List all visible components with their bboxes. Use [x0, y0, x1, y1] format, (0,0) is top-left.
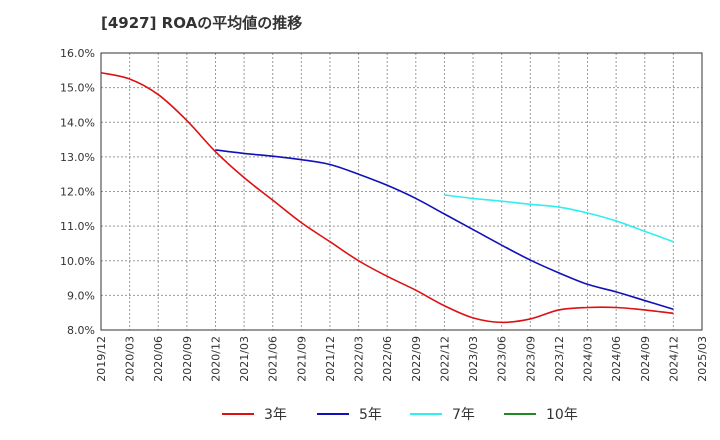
x-tick-label: 2024/03 — [582, 336, 595, 382]
data-point — [615, 306, 618, 309]
y-tick-label: 15.0% — [60, 82, 95, 95]
plot-frame — [100, 52, 703, 331]
legend-label: 7年 — [452, 407, 475, 423]
x-tick-label: 2021/09 — [295, 336, 308, 382]
x-tick-label: 2023/06 — [496, 336, 509, 382]
x-tick-label: 2021/06 — [267, 336, 280, 382]
y-tick-label: 9.0% — [67, 289, 95, 302]
data-point — [672, 312, 675, 315]
data-point — [100, 71, 103, 74]
data-point — [414, 289, 417, 292]
data-point — [472, 316, 475, 319]
data-point — [557, 271, 560, 274]
legend-label: 3年 — [264, 407, 287, 423]
data-point — [443, 213, 446, 216]
data-point — [243, 176, 246, 179]
x-tick-label: 2020/09 — [181, 336, 194, 382]
data-point — [557, 206, 560, 209]
legend-label: 5年 — [359, 407, 382, 423]
x-tick-label: 2022/06 — [381, 336, 394, 382]
x-tick-label: 2023/03 — [467, 336, 480, 382]
data-point — [615, 290, 618, 293]
data-point — [328, 240, 331, 243]
x-tick-label: 2020/03 — [124, 336, 137, 382]
data-point — [643, 299, 646, 302]
data-point — [443, 193, 446, 196]
data-point — [243, 152, 246, 155]
x-tick-label: 2020/06 — [152, 336, 165, 382]
data-point — [500, 200, 503, 203]
x-tick-label: 2024/09 — [639, 336, 652, 382]
series-line-3 — [444, 194, 674, 243]
x-tick-label: 2023/09 — [524, 336, 537, 382]
data-point — [529, 259, 532, 262]
data-point — [672, 240, 675, 243]
x-tick-label: 2022/12 — [438, 336, 451, 382]
data-point — [443, 304, 446, 307]
series-line-2 — [215, 149, 674, 310]
x-tick-label: 2022/03 — [353, 336, 366, 382]
data-point — [300, 221, 303, 224]
data-point — [500, 244, 503, 247]
data-point — [414, 197, 417, 200]
data-point — [586, 211, 589, 214]
y-tick-label: 10.0% — [60, 255, 95, 268]
data-point — [586, 283, 589, 286]
x-tick-label: 2021/12 — [324, 336, 337, 382]
data-point — [557, 308, 560, 311]
data-point — [500, 321, 503, 324]
y-tick-label: 12.0% — [60, 186, 95, 199]
data-point — [357, 173, 360, 176]
y-tick-label: 8.0% — [67, 324, 95, 337]
data-point — [672, 308, 675, 311]
data-point — [386, 275, 389, 278]
data-point — [529, 203, 532, 206]
legend-label: 10年 — [546, 407, 578, 423]
y-tick-label: 16.0% — [60, 47, 95, 60]
data-point — [586, 306, 589, 309]
data-point — [472, 228, 475, 231]
data-point — [185, 119, 188, 122]
data-point — [529, 317, 532, 320]
x-tick-label: 2025/03 — [696, 336, 709, 382]
data-point — [214, 148, 217, 151]
data-point — [615, 219, 618, 222]
data-point — [271, 155, 274, 158]
x-tick-label: 2024/12 — [667, 336, 680, 382]
y-tick-label: 14.0% — [60, 116, 95, 129]
x-tick-label: 2022/09 — [410, 336, 423, 382]
data-point — [157, 93, 160, 96]
data-point — [271, 199, 274, 202]
y-tick-label: 11.0% — [60, 220, 95, 233]
data-point — [472, 197, 475, 200]
data-point — [643, 308, 646, 311]
data-point — [300, 158, 303, 161]
x-tick-label: 2023/12 — [553, 336, 566, 382]
chart-title: [4927] ROAの平均値の推移 — [101, 14, 303, 32]
data-point — [328, 163, 331, 166]
x-tick-label: 2020/12 — [209, 336, 222, 382]
data-point — [128, 77, 131, 80]
series-line-1 — [100, 71, 674, 324]
x-tick-label: 2019/12 — [95, 336, 108, 382]
data-point — [643, 230, 646, 233]
y-tick-label: 13.0% — [60, 151, 95, 164]
x-tick-label: 2024/06 — [610, 336, 623, 382]
data-point — [386, 184, 389, 187]
data-point — [357, 259, 360, 262]
x-tick-label: 2021/03 — [238, 336, 251, 382]
